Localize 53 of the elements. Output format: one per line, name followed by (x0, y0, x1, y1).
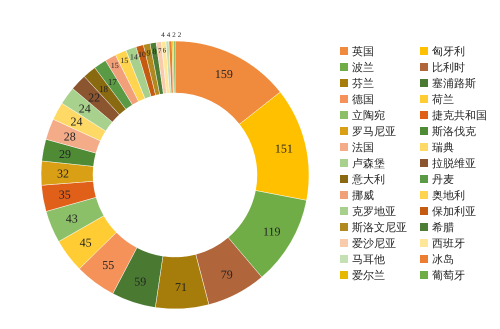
legend-label: 荷兰 (432, 92, 454, 106)
legend-label: 罗马尼亚 (352, 124, 396, 138)
legend-label: 斯洛文尼亚 (352, 220, 407, 234)
data-label: 28 (64, 130, 76, 144)
legend-label: 克罗地亚 (352, 204, 396, 218)
legend-label: 比利时 (432, 60, 465, 74)
legend-label: 马耳他 (352, 252, 385, 266)
data-label: 15 (120, 56, 128, 66)
data-label: 151 (274, 142, 293, 156)
legend-label: 西班牙 (432, 236, 465, 250)
data-label: 55 (102, 258, 114, 272)
data-label: 15 (110, 60, 119, 70)
legend-label: 奥地利 (432, 188, 465, 202)
data-label: 45 (80, 236, 92, 250)
data-label: 14 (130, 52, 138, 62)
legend-label: 芬兰 (352, 76, 374, 90)
data-label: 24 (70, 114, 83, 129)
legend-label: 爱沙尼亚 (352, 236, 396, 250)
legend-label: 拉脱维亚 (432, 156, 476, 170)
legend-label: 卢森堡 (352, 156, 385, 170)
data-label: 119 (262, 224, 281, 238)
legend-label: 保加利亚 (432, 204, 476, 218)
data-label: 32 (57, 166, 70, 180)
legend-label: 斯洛伐克 (432, 124, 476, 138)
data-label: 17 (108, 77, 118, 88)
data-label: 8 (152, 47, 156, 56)
legend-label: 意大利 (352, 172, 385, 186)
legend-label: 塞浦路斯 (432, 76, 476, 90)
legend-label: 德国 (352, 92, 374, 106)
legend-label: 波兰 (352, 60, 374, 74)
data-label: 9 (146, 48, 151, 58)
data-label: 79 (220, 267, 233, 282)
legend-label: 葡萄牙 (432, 268, 465, 282)
legend-label: 丹麦 (432, 172, 454, 186)
legend-label: 匈牙利 (432, 44, 465, 58)
legend-label: 立陶宛 (352, 108, 385, 122)
data-label: 43 (66, 211, 78, 226)
legend-label: 希腊 (432, 220, 454, 234)
legend-label: 英国 (352, 44, 374, 58)
data-label: 24 (78, 102, 91, 116)
legend-label: 冰岛 (432, 252, 454, 266)
legend-label: 法国 (352, 140, 374, 154)
legend-label: 爱尔兰 (352, 268, 385, 282)
data-label: 22 (88, 90, 100, 105)
data-label: 159 (214, 67, 233, 82)
data-label: 71 (175, 280, 188, 294)
data-label: 35 (58, 188, 71, 202)
legend-label: 瑞典 (432, 140, 454, 154)
data-label: 18 (98, 84, 108, 94)
data-label: 29 (58, 147, 71, 162)
data-label: 59 (134, 274, 146, 288)
legend-label: 挪威 (352, 188, 374, 202)
legend-label: 捷克共和国 (432, 108, 487, 122)
